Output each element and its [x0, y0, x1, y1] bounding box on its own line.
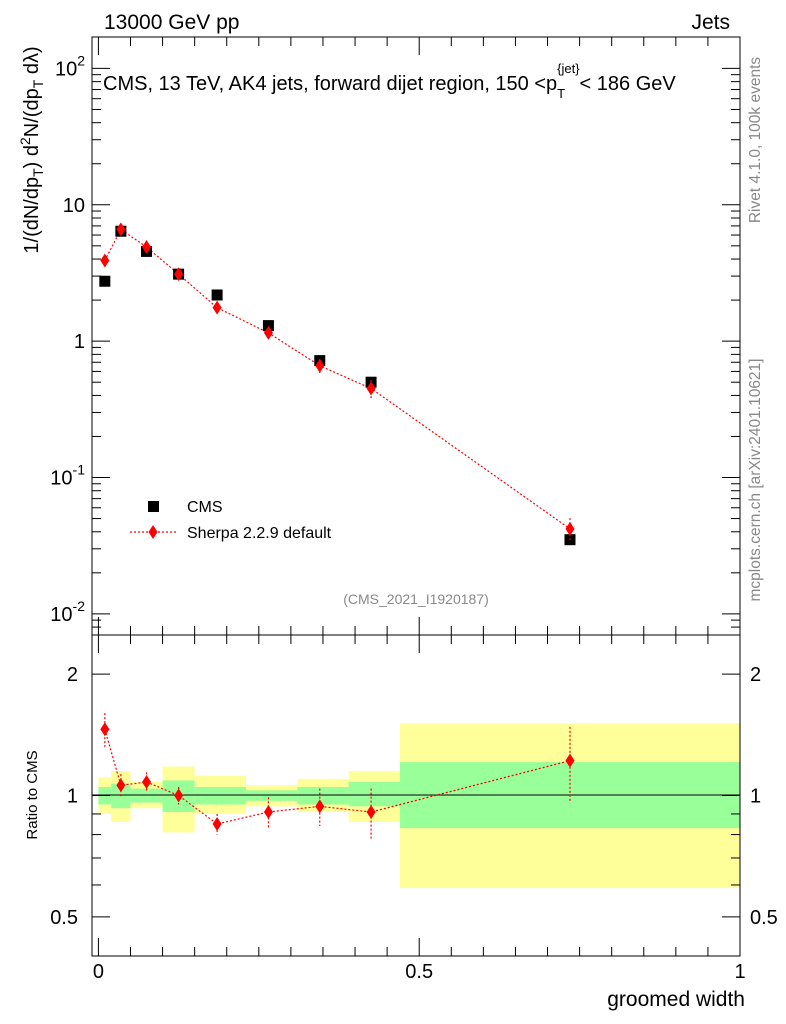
sherpa-data-point: [212, 300, 222, 315]
legend-marker-sherpa: [148, 525, 158, 539]
ratio-y-tick-label-left: 1: [67, 786, 78, 808]
cms-data-point: [99, 275, 111, 287]
ratio-data-point: [100, 722, 110, 737]
ratio-band-green: [348, 782, 400, 807]
sherpa-data-point: [174, 267, 184, 282]
ratio-data-point: [212, 816, 222, 831]
ratio-y-axis-label: Ratio to CMS: [24, 750, 41, 839]
ratio-y-tick-label-left: 2: [67, 664, 78, 686]
main-y-tick-label: 10: [63, 195, 85, 217]
legend: CMS Sherpa 2.2.9 default: [130, 499, 332, 542]
main-axis-ticks: [92, 37, 741, 636]
sherpa-data-point: [366, 381, 376, 396]
ratio-data-point: [315, 799, 325, 814]
rivet-version-label: Rivet 4.1.0, 100k events: [747, 57, 764, 224]
main-y-tick-label: 1: [74, 331, 85, 353]
x-tick-label: 1: [734, 961, 745, 983]
ratio-y-tick-label-right: 1: [750, 786, 761, 808]
x-tick-label: 0.5: [405, 961, 433, 983]
ratio-data-point: [174, 788, 184, 803]
x-tick-label: 0: [93, 961, 104, 983]
legend-marker-cms: [148, 501, 159, 512]
ratio-axis-ticks: [92, 635, 741, 957]
analysis-id: (CMS_2021_I1920187): [343, 591, 489, 607]
chart-title: CMS, 13 TeV, AK4 jets, forward dijet reg…: [103, 61, 676, 101]
main-y-tick-label: 10-2: [50, 598, 85, 626]
ratio-tick-labels: 0.5 0.5 1 1 2 2 0 0.5 1: [50, 664, 778, 983]
sherpa-data-point: [315, 358, 325, 373]
cms-data-point: [262, 320, 274, 332]
ratio-band-green: [194, 786, 246, 805]
main-series-lines: [104, 228, 571, 530]
main-y-tick-label: 10-1: [50, 462, 85, 490]
main-panel: 10-2 10-1 1 10 102 CMS, 13 TeV, AK4 jets, fo…: [17, 36, 741, 636]
legend-label-cms: CMS: [187, 499, 223, 516]
series-line-sherpa: [104, 228, 571, 530]
sherpa-data-point: [565, 521, 575, 536]
ratio-data-point: [116, 778, 126, 793]
sherpa-data-point: [100, 253, 110, 268]
ratio-uncertainty-bands: [98, 723, 740, 888]
mcplots-label: mcplots.cern.ch [arXiv:2401.10621]: [747, 359, 764, 602]
ratio-data-point: [263, 805, 273, 820]
energy-label: 13000 GeV pp: [104, 11, 239, 34]
ratio-y-tick-label-left: 0.5: [50, 907, 78, 929]
ratio-band-green: [297, 786, 349, 805]
ratio-y-tick-label-right: 2: [750, 664, 761, 686]
x-axis-label: groomed width: [607, 988, 745, 1011]
ratio-band-green: [245, 790, 298, 801]
ratio-data-point: [565, 753, 575, 768]
ratio-panel: 0.5 0.5 1 1 2 2 0 0.5 1 Ratio to CMS groomed wid…: [24, 634, 778, 1011]
legend-label-sherpa: Sherpa 2.2.9 default: [187, 525, 332, 542]
main-series-points: [99, 222, 576, 546]
sherpa-data-point: [142, 240, 152, 255]
cms-data-point: [211, 289, 223, 301]
ratio-series-line: [104, 729, 571, 825]
process-label: Jets: [691, 11, 730, 34]
ratio-series-points: [100, 713, 575, 840]
main-frame: [91, 36, 741, 636]
svg-text:1/(dN/dpT) d2N/(dpT dλ): 1/(dN/dpT) d2N/(dpT dλ): [17, 46, 46, 253]
main-y-axis-label: 1/(dN/dpT) d2N/(dpT dλ): [17, 46, 46, 253]
ratio-data-point: [366, 805, 376, 820]
main-y-tick-labels: 10-2 10-1 1 10 102: [50, 52, 85, 625]
main-y-tick-label: 102: [55, 52, 85, 80]
sherpa-data-point: [263, 325, 273, 340]
ratio-data-point: [142, 775, 152, 790]
ratio-y-tick-label-right: 0.5: [750, 907, 778, 929]
ratio-series-polyline: [104, 729, 571, 825]
sherpa-data-point: [116, 222, 126, 237]
ratio-band-green: [130, 788, 163, 803]
